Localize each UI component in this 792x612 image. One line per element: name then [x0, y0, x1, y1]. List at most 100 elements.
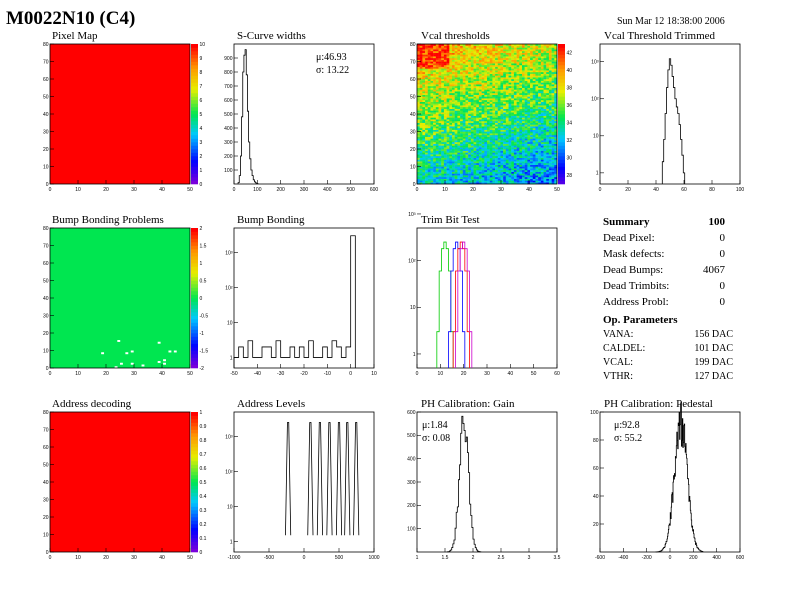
heatmap-cell	[543, 73, 547, 76]
heatmap-cell	[438, 44, 442, 46]
heatmap-cell	[532, 103, 536, 106]
palette-tick-label: -2	[200, 366, 205, 372]
heatmap-cell	[417, 150, 420, 153]
heatmap-cell	[513, 86, 517, 88]
heatmap-cell	[503, 96, 507, 99]
y-tick-label: 10	[43, 164, 49, 170]
histogram-line	[661, 58, 686, 184]
heatmap-cell	[481, 124, 485, 127]
heatmap-cell	[427, 157, 431, 160]
heatmap-cell	[422, 45, 426, 48]
heatmap-cell	[417, 182, 420, 185]
heatmap-cell	[487, 166, 490, 169]
heatmap-cell	[427, 77, 431, 80]
heatmap-cell	[457, 103, 461, 106]
heatmap-cell	[425, 150, 428, 153]
heatmap-cell	[492, 103, 496, 106]
heatmap-cell	[489, 117, 493, 120]
heatmap-cell	[554, 73, 558, 76]
heatmap-cell	[524, 145, 528, 148]
heatmap-cell	[505, 65, 509, 67]
x-tick-label: 400	[323, 187, 332, 193]
heatmap-cell	[430, 89, 434, 92]
heatmap-cell	[551, 108, 555, 111]
heatmap-cell	[500, 77, 504, 80]
heatmap-cell	[489, 79, 493, 81]
heatmap-cell	[543, 182, 547, 185]
heatmap-cell	[511, 119, 515, 122]
heatmap-cell	[535, 101, 539, 104]
heatmap-cell	[492, 164, 496, 167]
heatmap-cell	[457, 138, 461, 141]
heatmap-cell	[497, 98, 501, 101]
heatmap-cell	[538, 94, 542, 97]
heatmap-cell	[489, 161, 493, 164]
y-tick-label: 50	[410, 94, 416, 100]
heatmap-cell	[527, 63, 531, 66]
heatmap-cell	[527, 54, 531, 57]
heatmap-cell	[511, 80, 515, 83]
heatmap-cell	[497, 133, 501, 136]
heatmap-cell	[441, 126, 445, 129]
heatmap-cell	[546, 136, 550, 139]
heatmap-cell	[538, 72, 542, 74]
heatmap-cell	[419, 82, 423, 85]
heatmap-cell	[505, 152, 509, 155]
op-param-label: VCAL:	[603, 357, 633, 368]
heatmap-cell	[443, 65, 447, 67]
palette-tick-label: 5	[200, 112, 203, 118]
heatmap-cell	[540, 63, 544, 66]
heatmap-cell	[433, 168, 437, 171]
heatmap-cell	[425, 86, 428, 88]
heatmap-cell	[546, 149, 550, 151]
heatmap-cell	[524, 175, 528, 178]
heatmap-cell	[527, 128, 531, 130]
heatmap-cell	[468, 45, 472, 48]
heatmap-cell	[519, 47, 523, 50]
heatmap-cell	[554, 161, 558, 164]
heatmap-cell	[425, 136, 428, 139]
heatmap-cell	[435, 140, 439, 143]
heatmap-cell	[417, 145, 420, 148]
heatmap-cell	[524, 114, 528, 116]
heatmap-cell	[419, 163, 423, 165]
heatmap-cell	[548, 101, 552, 104]
heatmap-cell	[462, 112, 466, 115]
heatmap-cell	[524, 157, 528, 160]
heatmap-cell	[516, 89, 520, 92]
heatmap-cell	[495, 56, 498, 59]
heatmap-cell	[465, 49, 469, 52]
palette-cell	[191, 287, 198, 292]
heatmap-cell	[427, 163, 431, 165]
heatmap-cell	[435, 147, 439, 150]
heatmap-cell	[543, 75, 547, 78]
heatmap-cell	[433, 136, 437, 139]
heatmap-cell	[465, 77, 469, 80]
heatmap-cell	[551, 182, 555, 185]
heatmap-cell	[546, 107, 550, 109]
heatmap-cell	[540, 110, 544, 113]
heatmap-cell	[548, 45, 552, 48]
heatmap-cell	[508, 84, 512, 87]
x-tick-label: 200	[689, 555, 698, 561]
heatmap-cell	[508, 79, 512, 81]
op-param-value: 127 DAC	[694, 371, 733, 382]
heatmap-cell	[516, 79, 520, 81]
heatmap-cell	[500, 103, 504, 106]
heatmap-cell	[503, 66, 507, 69]
heatmap-cell	[430, 147, 434, 150]
heatmap-cell	[505, 182, 509, 185]
palette-cell	[191, 450, 198, 455]
palette-cell	[191, 475, 198, 479]
heatmap-cell	[530, 80, 533, 83]
heatmap-cell	[508, 136, 512, 139]
x-tick-label: 1000	[368, 555, 379, 561]
heatmap-cell	[489, 91, 493, 94]
heatmap-cell	[527, 178, 531, 181]
heatmap-cell	[543, 86, 547, 88]
heatmap-cell	[481, 114, 485, 116]
heatmap-cell	[484, 150, 488, 153]
heatmap-cell	[473, 52, 477, 55]
heatmap-cell	[417, 51, 420, 53]
heatmap-cell	[433, 150, 437, 153]
